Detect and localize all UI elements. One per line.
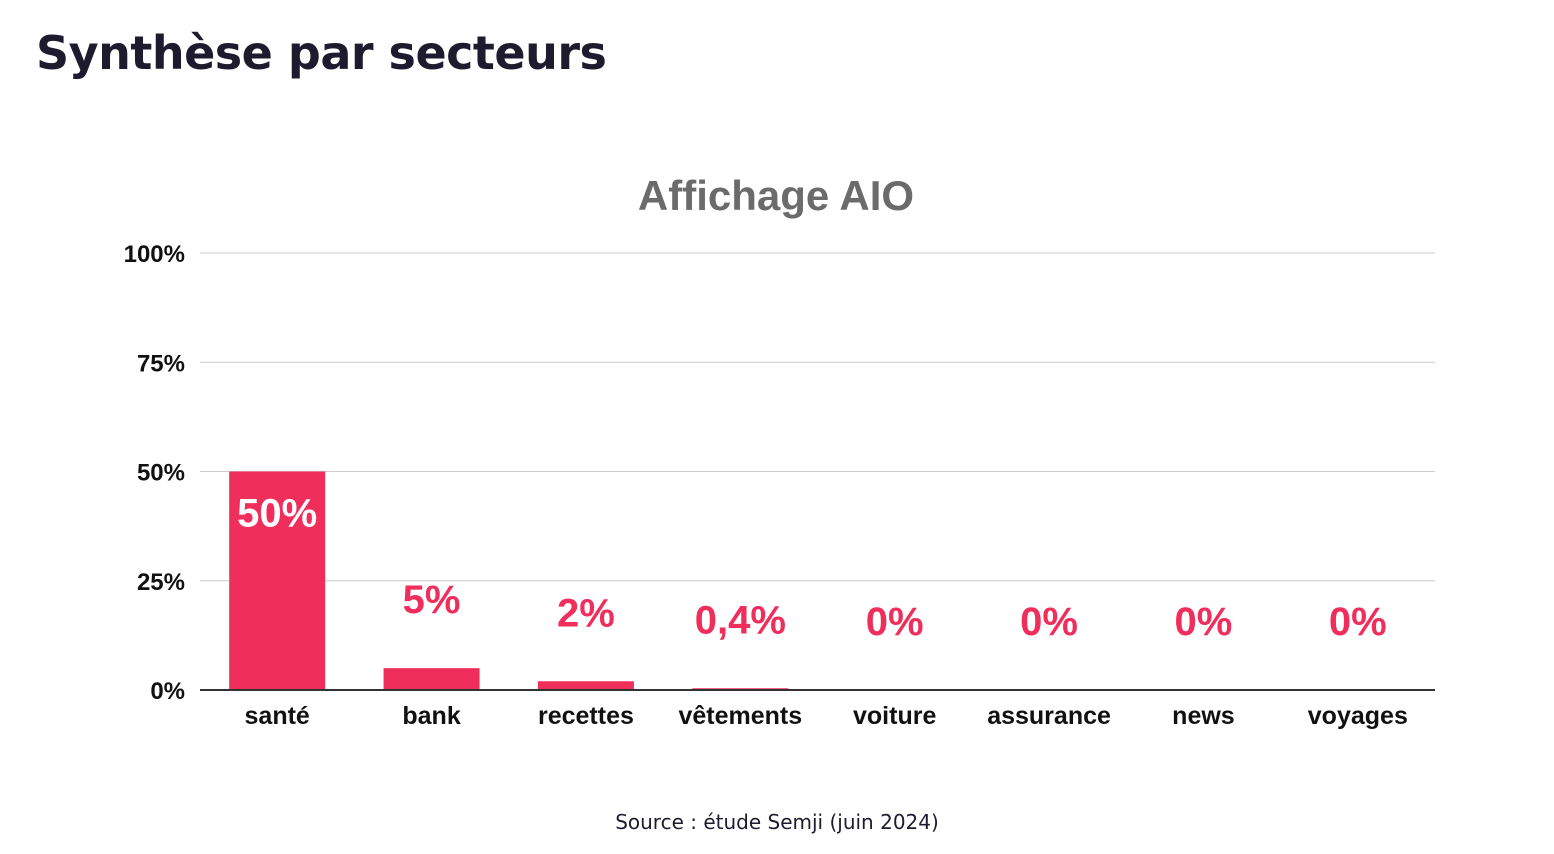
data-label: 2% bbox=[557, 591, 615, 635]
x-tick-label: vêtements bbox=[678, 702, 802, 730]
bars bbox=[229, 471, 789, 690]
source-note: Source : étude Semji (juin 2024) bbox=[615, 810, 939, 834]
x-tick-label: santé bbox=[245, 702, 310, 730]
x-tick-label: voiture bbox=[853, 702, 936, 730]
data-label: 5% bbox=[403, 578, 461, 622]
bar bbox=[537, 681, 634, 690]
data-label: 0% bbox=[866, 600, 924, 644]
y-tick-label: 0% bbox=[150, 678, 185, 705]
data-labels: 50% 5% 2% 0,4% 0% 0% 0% 0% bbox=[237, 492, 1387, 645]
x-tick-label: voyages bbox=[1308, 702, 1408, 730]
bar bbox=[383, 668, 480, 690]
x-tick-label: recettes bbox=[538, 702, 634, 730]
bar bbox=[229, 471, 326, 690]
page-title: Synthèse par secteurs bbox=[36, 26, 607, 80]
y-tick-label: 100% bbox=[124, 241, 185, 268]
data-label: 0% bbox=[1020, 600, 1078, 644]
x-tick-label: bank bbox=[402, 702, 460, 730]
grid-lines bbox=[200, 252, 1435, 582]
data-label: 0% bbox=[1329, 600, 1387, 644]
x-axis-ticks: santé bank recettes vêtements voiture assuran… bbox=[245, 702, 1408, 730]
x-tick-label: news bbox=[1172, 702, 1235, 730]
data-label: 0,4% bbox=[695, 598, 786, 642]
data-label: 50% bbox=[237, 492, 317, 536]
bar-chart: Affichage AIO 0% 25% 50% 75% 100% 50% 5% 2% 0,4… bbox=[124, 172, 1435, 730]
data-label: 0% bbox=[1175, 600, 1233, 644]
chart-title: Affichage AIO bbox=[638, 172, 914, 219]
y-tick-label: 75% bbox=[137, 350, 185, 377]
y-axis-ticks: 0% 25% 50% 75% 100% bbox=[124, 241, 185, 705]
y-tick-label: 50% bbox=[137, 460, 185, 487]
y-tick-label: 25% bbox=[137, 569, 185, 596]
x-tick-label: assurance bbox=[987, 702, 1111, 730]
